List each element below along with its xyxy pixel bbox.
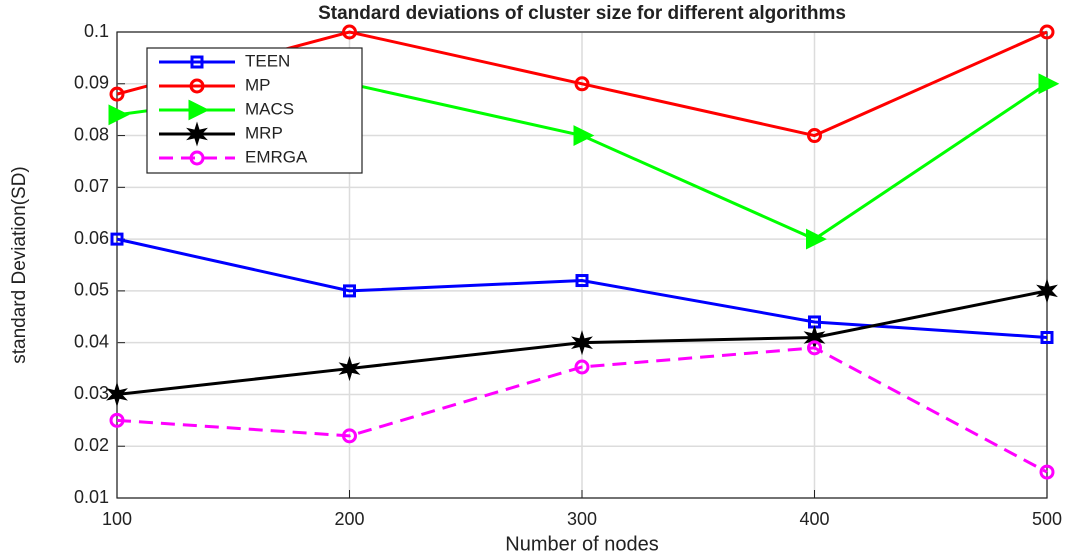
marker [807,340,822,356]
marker [1039,24,1055,40]
marker [343,284,356,298]
legend-label: MRP [245,123,283,142]
x-tick-label: 100 [102,509,132,529]
legend-box [146,47,363,174]
legend: TEEN MP MACS MRP EMRGA [146,47,363,174]
marker [574,76,590,92]
marker [573,125,595,146]
marker [106,381,128,407]
y-tick-label: 0.04 [74,331,109,351]
x-tick-label: 300 [567,509,597,529]
marker [1038,73,1060,95]
x-tick-label: 500 [1032,509,1062,529]
marker [571,330,593,356]
marker [1040,330,1054,344]
plot-frame [116,31,1048,499]
x-axis-label: Number of nodes [505,533,658,555]
y-tick-label: 0.1 [84,21,109,41]
marker [188,99,210,121]
marker [342,428,357,444]
legend-label: MACS [245,99,294,118]
marker [190,55,204,69]
legend-label: TEEN [245,51,290,70]
series-line [116,346,1048,474]
x-tick-label: 200 [334,509,364,529]
y-tick-label: 0.07 [74,176,109,196]
marker [338,356,361,382]
marker [110,232,124,246]
marker [574,359,590,375]
marker [1039,464,1055,480]
marker [806,228,827,250]
marker [807,128,822,144]
marker [186,121,208,147]
marker [189,150,205,166]
y-tick-label: 0.06 [74,228,109,248]
y-tick-label: 0.01 [74,487,109,507]
marker [109,412,125,428]
y-tick-label: 0.09 [74,73,109,93]
marker [575,274,589,288]
marker [108,104,130,126]
y-axis-label: standard Deviation(SD) [9,166,30,363]
marker [1036,278,1058,304]
y-tick-label: 0.08 [74,124,109,144]
series-line [116,237,1048,339]
y-tick-label: 0.05 [74,280,109,300]
marker [189,78,205,94]
x-tick-label: 400 [799,509,829,529]
legend-label: EMRGA [245,147,308,166]
y-tick-label: 0.02 [74,435,109,455]
chart-title: Standard deviations of cluster size for … [318,3,846,24]
marker [342,24,357,40]
legend-label: MP [245,75,271,94]
y-tick-label: 0.03 [74,383,109,403]
marker [109,86,125,102]
